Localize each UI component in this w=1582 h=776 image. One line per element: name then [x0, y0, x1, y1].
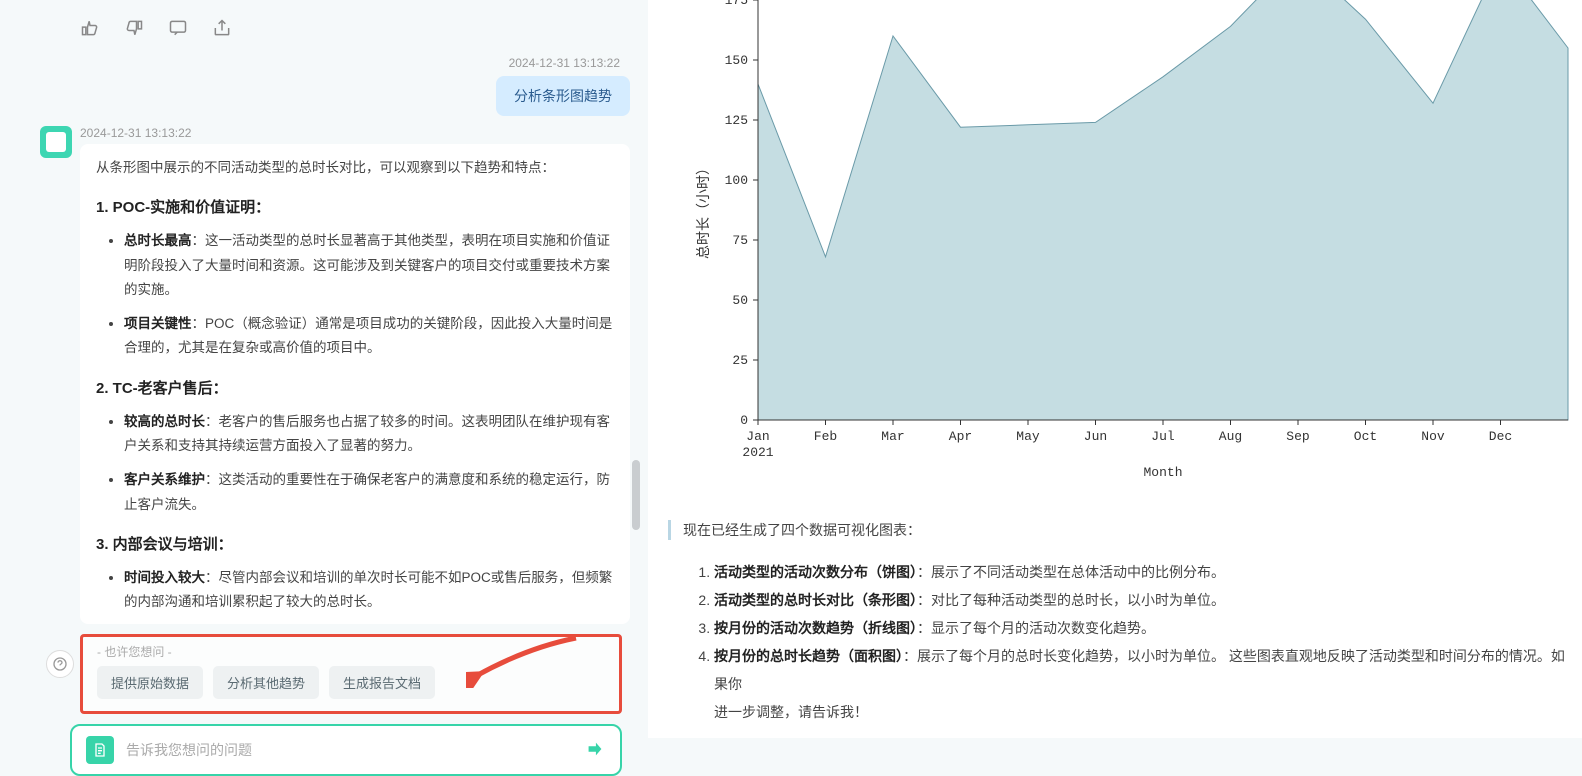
svg-text:2021: 2021 [742, 445, 773, 460]
chart-svg: 0 25 50 75 100 125 150 175 Jan2021 Feb Mar Apr May Ju… [688, 0, 1578, 480]
svg-text:Jun: Jun [1084, 429, 1107, 444]
chat-input-bar[interactable]: 告诉我您想问的问题 [70, 724, 622, 776]
feedback-icon[interactable] [46, 650, 74, 678]
bot-intro: 从条形图中展示的不同活动类型的总时长对比，可以观察到以下趋势和特点： [96, 156, 614, 180]
summary-item: 按月份的总时长趋势（面积图）：展示了每个月的总时长变化趋势，以小时为单位。 这些… [714, 642, 1572, 726]
svg-text:75: 75 [732, 233, 748, 248]
svg-text:100: 100 [725, 173, 748, 188]
suggestion-chip[interactable]: 提供原始数据 [97, 666, 203, 699]
svg-text:Feb: Feb [814, 429, 837, 444]
summary-block: 现在已经生成了四个数据可视化图表： 活动类型的活动次数分布（饼图）：展示了不同活… [668, 520, 1582, 726]
suggestion-chips: 提供原始数据分析其他趋势生成报告文档 [97, 666, 605, 699]
svg-text:0: 0 [740, 413, 748, 428]
svg-text:Dec: Dec [1489, 429, 1512, 444]
share-icon[interactable] [212, 18, 232, 38]
svg-text:Oct: Oct [1354, 429, 1377, 444]
suggestion-label: - 也许您想问 - [97, 643, 605, 660]
area-chart: 0 25 50 75 100 125 150 175 Jan2021 Feb Mar Apr May Ju… [688, 0, 1578, 480]
svg-text:Sep: Sep [1286, 429, 1309, 444]
section-title: 2. TC-老客户售后： [96, 375, 614, 402]
comment-icon[interactable] [168, 18, 188, 38]
summary-item: 按月份的活动次数趋势（折线图）：显示了每个月的活动次数变化趋势。 [714, 614, 1572, 642]
list-item: 时间投入较大：尽管内部会议和培训的单次时长可能不如POC或售后服务，但频繁的内部… [124, 566, 614, 615]
svg-text:25: 25 [732, 353, 748, 368]
summary-list: 活动类型的活动次数分布（饼图）：展示了不同活动类型在总体活动中的比例分布。活动类… [668, 558, 1572, 726]
report-panel: 0 25 50 75 100 125 150 175 Jan2021 Feb Mar Apr May Ju… [648, 0, 1582, 738]
chat-input[interactable]: 告诉我您想问的问题 [126, 740, 572, 760]
doc-icon[interactable] [86, 736, 114, 764]
suggestion-box: - 也许您想问 - 提供原始数据分析其他趋势生成报告文档 [80, 634, 622, 714]
list-item: 较高的总时长：老客户的售后服务也占据了较多的时间。这表明团队在维护现有客户关系和… [124, 410, 614, 459]
svg-text:Apr: Apr [949, 429, 972, 444]
svg-text:125: 125 [725, 113, 748, 128]
list-item: 项目关键性：POC（概念验证）通常是项目成功的关键阶段，因此投入大量时间是合理的… [124, 312, 614, 361]
svg-text:Nov: Nov [1421, 429, 1445, 444]
bot-message: 2024-12-31 13:13:22 从条形图中展示的不同活动类型的总时长对比… [30, 126, 630, 624]
summary-item: 活动类型的活动次数分布（饼图）：展示了不同活动类型在总体活动中的比例分布。 [714, 558, 1572, 586]
section-title: 3. 内部会议与培训： [96, 531, 614, 558]
list-item: 客户关系维护：这类活动的重要性在于确保老客户的满意度和系统的稳定运行，防止客户流… [124, 468, 614, 517]
thumbs-up-icon[interactable] [80, 18, 100, 38]
svg-text:Mar: Mar [881, 429, 904, 444]
user-message: 2024-12-31 13:13:22 分析条形图趋势 [30, 56, 630, 116]
scrollbar-thumb[interactable] [632, 460, 640, 530]
bot-avatar [40, 126, 72, 158]
summary-item: 活动类型的总时长对比（条形图）：对比了每种活动类型的总时长，以小时为单位。 [714, 586, 1572, 614]
summary-lead: 现在已经生成了四个数据可视化图表： [668, 520, 1572, 540]
svg-text:175: 175 [725, 0, 748, 8]
svg-text:150: 150 [725, 53, 748, 68]
suggestion-chip[interactable]: 生成报告文档 [329, 666, 435, 699]
svg-text:Aug: Aug [1219, 429, 1242, 444]
svg-text:Jul: Jul [1151, 429, 1175, 444]
user-timestamp: 2024-12-31 13:13:22 [30, 56, 630, 70]
suggestion-chip[interactable]: 分析其他趋势 [213, 666, 319, 699]
svg-text:May: May [1016, 429, 1040, 444]
list-item: 总时长最高：这一活动类型的总时长显著高于其他类型，表明在项目实施和价值证明阶段投… [124, 229, 614, 302]
section-title: 1. POC-实施和价值证明： [96, 194, 614, 221]
message-actions [30, 0, 630, 56]
user-bubble: 分析条形图趋势 [496, 76, 630, 116]
chat-panel: 2024-12-31 13:13:22 分析条形图趋势 2024-12-31 1… [30, 0, 630, 738]
bot-timestamp: 2024-12-31 13:13:22 [80, 126, 630, 140]
bot-content: 从条形图中展示的不同活动类型的总时长对比，可以观察到以下趋势和特点： 1. POC… [80, 144, 630, 624]
thumbs-down-icon[interactable] [124, 18, 144, 38]
send-icon[interactable] [584, 738, 606, 763]
svg-text:Jan: Jan [746, 429, 769, 444]
svg-text:总时长（小时）: 总时长（小时） [696, 161, 712, 259]
svg-text:50: 50 [732, 293, 748, 308]
svg-text:Month: Month [1143, 465, 1182, 480]
